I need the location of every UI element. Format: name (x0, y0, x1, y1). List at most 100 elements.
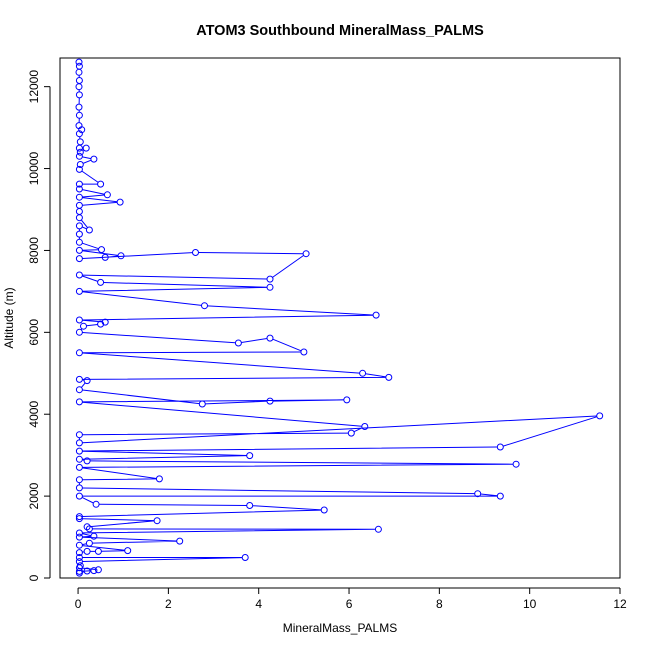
data-point (90, 532, 98, 540)
data-point (83, 523, 91, 531)
data-point (300, 348, 308, 356)
data-point (75, 492, 83, 500)
data-point (246, 452, 254, 460)
data-point (92, 500, 100, 508)
data-point (90, 567, 98, 575)
data-point (78, 126, 86, 134)
data-point (75, 375, 83, 383)
data-point (97, 320, 105, 328)
data-point (75, 386, 83, 394)
data-point (75, 83, 83, 91)
data-point (75, 246, 83, 254)
data-point (76, 161, 84, 168)
data-point (90, 155, 98, 163)
y-tick-label: 4000 (27, 401, 41, 428)
data-point (83, 377, 91, 385)
data-point (75, 484, 83, 492)
data-point (75, 476, 83, 484)
data-point (496, 443, 504, 451)
series-group (75, 58, 604, 577)
data-point (75, 130, 83, 138)
data-point (241, 554, 249, 561)
x-tick-label: 2 (165, 597, 172, 611)
data-point (101, 253, 109, 261)
data-point (75, 208, 83, 215)
data-point (372, 311, 380, 319)
x-axis: 0 2 4 6 8 10 12 (75, 587, 627, 611)
data-point (596, 412, 604, 420)
data-point (75, 549, 83, 557)
data-point (201, 302, 208, 310)
y-tick-label: 0 (27, 574, 41, 581)
data-point (75, 230, 83, 238)
data-point (75, 271, 83, 279)
data-point (75, 349, 83, 357)
data-point (75, 287, 83, 295)
data-point (75, 185, 83, 193)
data-point (75, 103, 83, 111)
data-point (75, 447, 83, 455)
data-point (266, 334, 274, 342)
data-point (75, 238, 83, 246)
data-point (75, 513, 83, 521)
data-point (75, 515, 83, 523)
data-point (320, 506, 328, 514)
x-axis-label: MineralMass_PALMS (283, 621, 397, 635)
data-point (343, 396, 351, 404)
data-point (75, 58, 83, 66)
data-point (83, 547, 91, 555)
y-tick-label: 2000 (27, 482, 41, 509)
data-point (512, 460, 520, 468)
data-point (75, 193, 83, 201)
data-point (97, 180, 105, 188)
data-point (124, 547, 132, 555)
data-point (75, 431, 83, 439)
data-point (75, 255, 83, 263)
data-point (75, 77, 83, 84)
x-tick-label: 4 (255, 597, 262, 611)
data-point (302, 250, 310, 258)
data-point (266, 275, 274, 283)
y-tick-label: 6000 (27, 319, 41, 346)
data-point (75, 222, 83, 230)
data-point (75, 533, 83, 541)
x-tick-label: 6 (346, 597, 353, 611)
data-point (98, 246, 105, 254)
data-point (75, 165, 83, 173)
data-point (76, 148, 84, 156)
y-tick-label: 10000 (27, 152, 41, 186)
data-point (385, 373, 393, 381)
data-point (94, 566, 102, 574)
data-point (361, 423, 369, 430)
data-point (75, 398, 83, 406)
data-point (374, 525, 382, 533)
x-tick-label: 0 (75, 597, 82, 611)
data-point (266, 283, 274, 291)
data-point (75, 455, 83, 463)
data-point (75, 328, 83, 336)
data-point (85, 226, 93, 234)
data-point (75, 554, 83, 561)
data-point (75, 316, 83, 324)
data-point (85, 539, 93, 547)
y-axis-label: Altitude (m) (2, 287, 16, 348)
data-point (496, 492, 504, 500)
data-point (75, 541, 83, 549)
data-point (101, 318, 109, 326)
data-point (75, 201, 83, 209)
data-point (116, 198, 124, 206)
data-point (75, 111, 83, 119)
data-point (117, 252, 125, 260)
data-point (75, 91, 83, 99)
plot-frame (59, 57, 621, 579)
chart-title: ATOM3 Southbound MineralMass_PALMS (196, 23, 484, 39)
data-point (75, 180, 83, 188)
data-point (176, 537, 184, 545)
x-tick-label: 12 (613, 597, 627, 611)
data-point (198, 400, 206, 408)
data-point (347, 429, 355, 437)
data-point (97, 278, 105, 286)
data-point (75, 214, 83, 222)
data-point (234, 339, 242, 347)
